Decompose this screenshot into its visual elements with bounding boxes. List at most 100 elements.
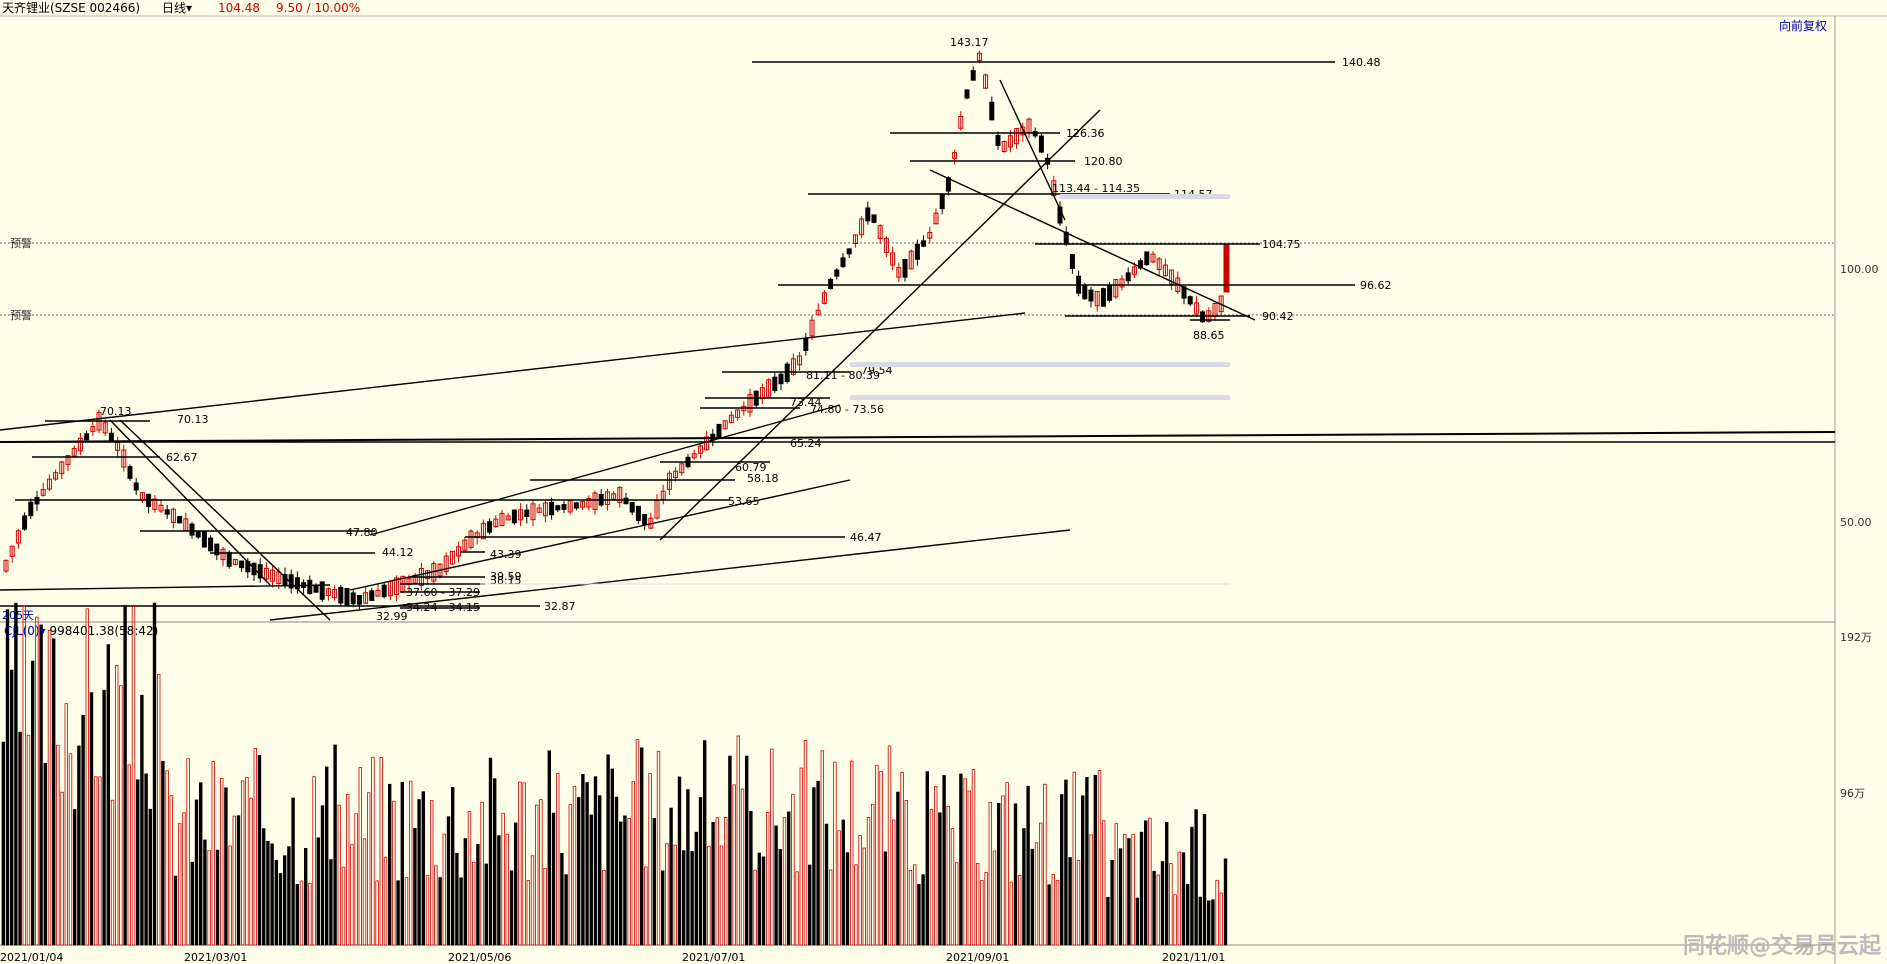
candle-body (1156, 258, 1162, 271)
price-level-label: 126.36 (1066, 127, 1105, 140)
candle-body (1113, 278, 1119, 298)
price-level-label: 70.13 (177, 413, 209, 426)
volume-bar (127, 764, 131, 946)
candle-body (617, 487, 623, 504)
volume-bar (610, 768, 614, 946)
volume-bar (682, 850, 686, 946)
candle-body (549, 501, 555, 516)
price-level-label: 62.67 (166, 451, 198, 464)
price-level-label: 140.48 (1342, 56, 1381, 69)
candle-body (728, 414, 734, 423)
volume-bar (955, 862, 959, 946)
volume-bar (988, 802, 992, 946)
volume-bar (921, 874, 925, 946)
volume-bar (749, 810, 753, 946)
candle-body (71, 448, 77, 457)
volume-bar (228, 845, 232, 946)
period-selector[interactable]: 日线▾ (162, 1, 193, 15)
price-level-label: 113.44 - 114.35 (1052, 182, 1140, 195)
volume-bar (757, 852, 761, 946)
candle-body (642, 513, 648, 526)
candle-body (468, 530, 474, 549)
volume-bar (198, 782, 203, 946)
volume-bar (606, 754, 610, 946)
candle-body (77, 437, 83, 452)
volume-bar (194, 799, 199, 946)
volume-bar (1102, 820, 1106, 946)
volume-bar (106, 644, 110, 946)
volume-bar (887, 745, 892, 946)
volume-bar (459, 877, 463, 946)
volume-bar (156, 673, 161, 946)
candle-body (22, 515, 28, 530)
price-level-label: 38.15 (490, 574, 522, 587)
volume-bar (501, 812, 505, 946)
volume-bar (816, 780, 820, 946)
volume-bar (829, 869, 833, 946)
adjust-mode-button[interactable]: 向前复权 (1778, 19, 1827, 33)
volume-bar (182, 812, 186, 946)
price-level-label: 39.59 (490, 570, 522, 583)
candle-body (90, 426, 96, 432)
candle-body (263, 567, 269, 580)
volume-bar (43, 762, 47, 946)
volume-bar (673, 844, 677, 946)
candle-body (772, 376, 778, 392)
volume-bar (1064, 779, 1068, 946)
date-label: 2021/09/01 (946, 951, 1009, 964)
candle-body (815, 309, 821, 316)
volume-bar (556, 773, 560, 946)
volume-bar (1051, 873, 1055, 946)
volume-bar (434, 865, 438, 946)
candle-body (840, 257, 846, 268)
candle-body (592, 492, 598, 510)
volume-bar (824, 823, 829, 946)
candle-body (1131, 266, 1137, 275)
volume-bar (1148, 817, 1152, 946)
candle-body (313, 584, 319, 593)
volume-bar (140, 694, 144, 946)
volume-bar (774, 825, 778, 946)
candle-body (15, 530, 21, 544)
volume-bar (698, 797, 703, 946)
volume-bar (946, 806, 950, 946)
candle-body (189, 523, 195, 536)
volume-bar (135, 779, 140, 946)
trend-line (0, 312, 1026, 431)
gap-zone (850, 362, 1230, 367)
volume-bar (803, 740, 808, 946)
volume-bar (497, 835, 501, 946)
candle-body (809, 319, 815, 337)
volume-bar (959, 773, 963, 946)
volume-bar (492, 778, 497, 946)
volume-bar (1106, 896, 1110, 946)
volume-bar (677, 776, 682, 946)
candle-body (846, 248, 852, 255)
volume-bar (551, 812, 556, 946)
price-level-label: 120.80 (1084, 155, 1123, 168)
volume-bar (896, 791, 900, 946)
candle-body (561, 504, 567, 510)
candle-body (332, 589, 338, 599)
volume-bar (35, 616, 39, 946)
volume-bar (1068, 857, 1072, 946)
candle-body (1138, 260, 1144, 269)
candle-body (232, 558, 238, 566)
price-level-label: 65.24 (790, 437, 822, 450)
volume-bar (505, 833, 509, 946)
volume-indicator-selector[interactable]: CJL(0)▾ (4, 624, 46, 638)
volume-bar (1055, 879, 1060, 946)
candle-body (1088, 289, 1094, 302)
candle-body (363, 592, 369, 604)
candle-body (9, 545, 15, 557)
price-level-label: 73.44 (790, 396, 822, 409)
volume-bar (1177, 851, 1181, 946)
volume-bar (320, 805, 325, 946)
volume-bar (963, 778, 967, 946)
candle-body (635, 505, 641, 521)
volume-bar (976, 862, 980, 946)
volume-bar (581, 774, 585, 946)
volume-bar (761, 856, 766, 946)
volume-bar (211, 760, 215, 946)
